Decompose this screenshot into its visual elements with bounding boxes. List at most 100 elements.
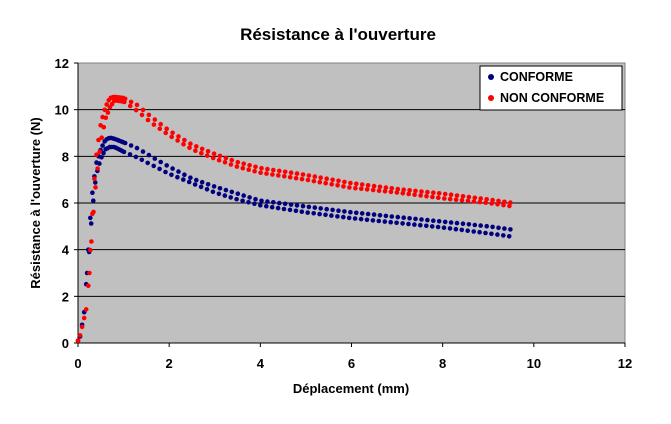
point [442,196,447,201]
point [318,175,324,180]
point [229,189,235,195]
point [431,190,436,195]
series-1 [75,94,513,344]
point [466,222,472,227]
point [192,182,198,187]
point [288,170,294,175]
point [424,223,429,229]
y-tick-label-1: 2 [62,289,69,304]
point [324,176,330,181]
point [400,190,406,196]
x-tick-label-0: 0 [74,356,81,371]
point [294,171,300,176]
point [401,187,407,192]
point [501,202,506,208]
point [318,206,324,211]
x-tick-label-4: 8 [439,356,446,371]
point [100,143,105,148]
y-tick-label-2: 4 [62,243,70,258]
point [146,112,152,118]
point [247,195,252,200]
point [146,152,152,158]
point [164,163,169,168]
point [101,124,107,130]
point [194,144,199,149]
point [97,149,102,154]
point [258,203,263,208]
y-tick-label-0: 0 [62,336,69,351]
point [127,152,133,157]
point [383,213,389,219]
point [210,155,216,161]
point [306,173,312,178]
point [506,234,512,239]
x-tick-label-2: 4 [257,356,265,371]
point [489,231,494,237]
y-axis-label: Résistance à l'ouverture (N) [28,117,43,288]
point [210,189,216,195]
point [459,227,465,233]
point [341,184,346,189]
point [170,166,175,171]
point [496,225,501,231]
point [382,189,388,194]
point [382,219,388,224]
point [489,201,495,206]
point [454,193,460,198]
point [502,226,507,231]
point [133,107,139,113]
legend-marker-conforme [488,74,494,80]
point [472,222,478,228]
point [441,225,447,230]
point [383,185,389,190]
point [377,213,383,218]
point [81,315,87,321]
point [330,177,335,183]
point [99,155,104,160]
point [478,196,484,201]
point [134,145,140,151]
point [252,201,257,207]
point [465,228,471,233]
point [342,179,347,185]
point [158,159,163,165]
point [151,163,156,169]
point [276,173,281,178]
point [264,171,269,176]
point [388,189,394,195]
point [92,176,97,181]
point [134,102,140,108]
point [241,193,246,198]
point [105,110,111,115]
point [413,188,418,194]
point [277,200,282,206]
point [429,224,435,229]
point [359,211,365,216]
x-tick-label-1: 2 [166,356,173,371]
point [329,213,334,218]
point [193,148,198,153]
point [91,198,96,203]
point [447,226,453,231]
legend-marker-non-conforme [488,95,494,101]
point [188,141,193,146]
legend: CONFORME NON CONFORME [479,65,623,111]
point [448,220,454,225]
point [407,188,412,193]
point [217,153,223,159]
point [252,168,257,174]
point [419,217,424,222]
point [435,224,441,230]
point [376,218,382,224]
point [412,192,417,197]
point [478,223,484,228]
point [103,115,109,121]
point [281,206,287,212]
y-tick-label-3: 6 [62,196,69,211]
point [312,174,318,179]
legend-label-conforme: CONFORME [500,70,573,84]
point [395,214,401,220]
point [418,193,423,198]
point [269,204,275,210]
point [88,247,93,253]
